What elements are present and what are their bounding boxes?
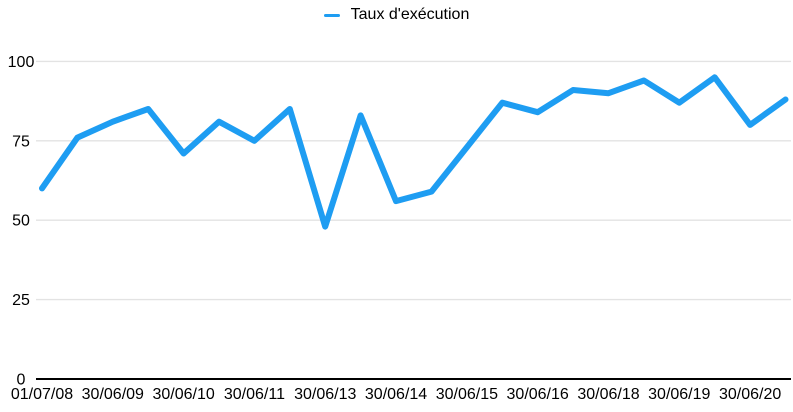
x-tick-label: 30/06/19	[648, 386, 710, 403]
series-line	[39, 74, 789, 230]
x-tick-label: 30/06/09	[82, 386, 144, 403]
x-tick-label: 01/07/08	[11, 386, 73, 403]
x-tick-label: 30/06/14	[365, 386, 427, 403]
x-tick-label: 30/06/20	[719, 386, 781, 403]
legend-line-swatch-icon	[323, 13, 340, 17]
y-tick-label: 0	[17, 372, 26, 389]
y-tick-label: 75	[12, 133, 30, 150]
x-tick-label: 30/06/10	[152, 386, 214, 403]
chart-legend: Taux d'exécution	[0, 6, 793, 24]
y-tick-label: 50	[12, 213, 30, 230]
x-tick-label: 30/06/11	[224, 386, 285, 403]
y-tick-label: 25	[12, 292, 30, 309]
x-tick-label: 30/06/13	[294, 386, 356, 403]
x-tick-label: 30/06/18	[577, 386, 639, 403]
legend-label: Taux d'exécution	[350, 6, 470, 23]
x-tick-label: 30/06/15	[436, 386, 498, 403]
x-tick-label: 30/06/16	[507, 386, 569, 403]
y-tick-label: 100	[8, 54, 35, 71]
